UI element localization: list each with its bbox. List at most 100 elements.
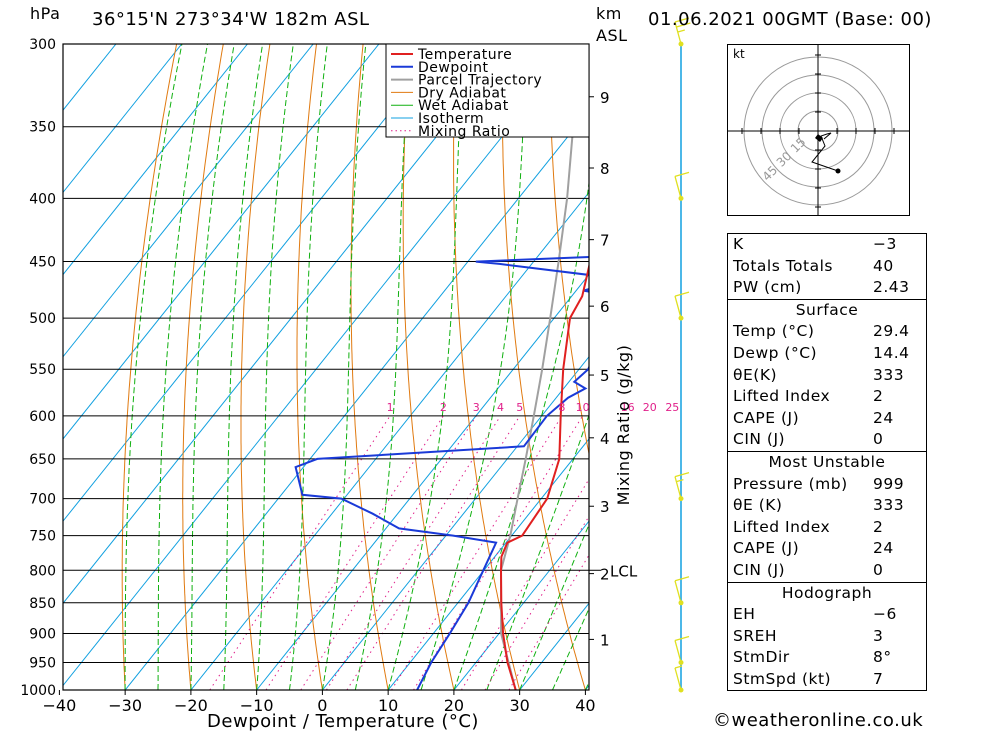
dry-adiabat-line xyxy=(921,35,1000,690)
stmdir-value: 8° xyxy=(873,648,892,667)
pressure-tick-label: 650 xyxy=(29,452,56,468)
mu-thetae-label: θE (K) xyxy=(733,496,783,515)
x-axis-label: Dewpoint / Temperature (°C) xyxy=(207,711,479,732)
isotherm-line xyxy=(63,44,446,522)
km-tick-label: 8 xyxy=(600,160,610,178)
sreh-row: SREH 3 xyxy=(728,626,926,648)
surface-cin-row: CIN (J) 0 xyxy=(728,429,926,451)
stmspd-label: StmSpd (kt) xyxy=(733,669,832,688)
isotherm-line xyxy=(124,109,589,690)
isotherm-line xyxy=(63,44,314,358)
surface-thetae-row: θE(K) 333 xyxy=(728,365,926,387)
x-tick-label: 40 xyxy=(575,696,595,715)
stmspd-value: 7 xyxy=(873,669,884,688)
eh-label: EH xyxy=(733,605,756,624)
pressure-tick-label: 550 xyxy=(29,362,56,378)
surface-li-row: Lifted Index 2 xyxy=(728,386,926,408)
mixing-ratio-label: 1 xyxy=(387,401,394,414)
x-tick-label: 30 xyxy=(509,696,529,715)
wet-adiabat-line xyxy=(190,44,235,690)
mixing-ratio-label: 10 xyxy=(576,401,590,414)
wet-adiabat-line xyxy=(157,44,209,690)
wind-barb-feather xyxy=(674,471,690,478)
wet-adiabat-line xyxy=(289,44,328,690)
km-label: km xyxy=(596,4,622,23)
dry-adiabat-line xyxy=(967,35,1000,690)
totals-totals-label: Totals Totals xyxy=(733,256,833,275)
dry-adiabat-line xyxy=(402,44,455,690)
hodograph-title: Hodograph xyxy=(781,583,873,602)
x-tick-label: 10 xyxy=(378,696,398,715)
eh-row: EH −6 xyxy=(728,604,926,626)
datetime-title: 01.06.2021 00GMT (Base: 00) xyxy=(648,9,932,30)
pressure-tick-label: 600 xyxy=(29,409,56,425)
wind-barb-staff xyxy=(674,176,682,199)
pw-value: 2.43 xyxy=(873,278,910,297)
stmspd-row: StmSpd (kt) 7 xyxy=(728,669,926,691)
totals-totals-row: Totals Totals 40 xyxy=(728,256,926,278)
surface-cape-value: 24 xyxy=(873,408,894,427)
x-tick-label: −30 xyxy=(108,696,142,715)
mixing-ratio-label: 20 xyxy=(643,401,657,414)
mixing-ratio-line xyxy=(391,415,563,690)
mu-pressure-row: Pressure (mb) 999 xyxy=(728,474,926,496)
km-tick-label: 9 xyxy=(600,89,610,107)
x-tick-label: −10 xyxy=(240,696,274,715)
surface-title: Surface xyxy=(795,300,859,319)
wind-barb-feather xyxy=(674,665,683,669)
pressure-tick-label: 800 xyxy=(29,563,56,579)
isotherm-line xyxy=(453,520,589,690)
wind-barb-staff xyxy=(674,476,682,499)
mixing-ratio-label: 2 xyxy=(440,401,447,414)
mu-li-label: Lifted Index xyxy=(733,517,831,536)
mu-thetae-value: 333 xyxy=(873,496,905,515)
mu-cape-row: CAPE (J) 24 xyxy=(728,538,926,560)
mixing-ratio-label: 3 xyxy=(473,401,480,414)
hodograph-unit-label: kt xyxy=(733,47,745,61)
wet-adiabat-line xyxy=(124,44,183,690)
dry-adiabat-line xyxy=(350,44,389,690)
wind-barb-feather xyxy=(677,29,685,33)
wind-barb-feather xyxy=(674,635,690,642)
wind-barb-feather xyxy=(674,17,690,23)
parcel-trajectory-line xyxy=(499,44,580,690)
indices-panel: K −3 Totals Totals 40 PW (cm) 2.43 Surface … xyxy=(727,233,927,692)
pressure-tick-label: 700 xyxy=(29,492,56,508)
km-tick-label: 7 xyxy=(600,232,610,250)
hodograph-ring-label: 30 xyxy=(774,149,795,170)
hodograph-trace xyxy=(811,132,839,172)
mu-cape-label: CAPE (J) xyxy=(733,539,800,558)
storm-motion-marker xyxy=(815,134,823,142)
dry-adiabat-line xyxy=(182,44,224,690)
wind-barb-feather xyxy=(674,171,690,177)
x-tick-label: 0 xyxy=(317,696,327,715)
mixing-ratio-axis-label: Mixing Ratio (g/kg) xyxy=(614,345,633,506)
pressure-tick-label: 850 xyxy=(29,596,56,612)
mu-li-row: Lifted Index 2 xyxy=(728,517,926,539)
isotherm-line xyxy=(256,273,589,690)
location-title: 36°15'N 273°34'W 182m ASL xyxy=(92,9,370,30)
k-index-row: K −3 xyxy=(728,234,926,256)
surface-li-label: Lifted Index xyxy=(733,387,831,406)
mixing-ratio-label: 16 xyxy=(621,401,635,414)
mu-li-value: 2 xyxy=(873,517,884,536)
mixing-ratio-line xyxy=(508,554,589,690)
mixing-ratio-line xyxy=(300,415,477,690)
surface-temp-label: Temp (°C) xyxy=(733,322,815,341)
hodograph: kt 15 30 45 xyxy=(727,44,910,216)
isotherm-line xyxy=(387,438,589,690)
sreh-label: SREH xyxy=(733,626,778,645)
temperature-line xyxy=(499,262,589,690)
stmdir-row: StmDir 8° xyxy=(728,647,926,669)
mixing-ratio-label: 4 xyxy=(497,401,504,414)
most-unstable-title: Most Unstable xyxy=(768,452,886,471)
surface-cape-row: CAPE (J) 24 xyxy=(728,408,926,430)
wind-barb-staff xyxy=(674,295,682,319)
km-tick-label: 3 xyxy=(600,498,610,516)
isotherm-line xyxy=(63,44,248,276)
legend-entry: Wet Adiabat xyxy=(418,98,509,114)
mu-cin-value: 0 xyxy=(873,560,884,579)
wet-adiabat-line xyxy=(420,44,528,690)
pressure-tick-label: 400 xyxy=(29,191,56,207)
